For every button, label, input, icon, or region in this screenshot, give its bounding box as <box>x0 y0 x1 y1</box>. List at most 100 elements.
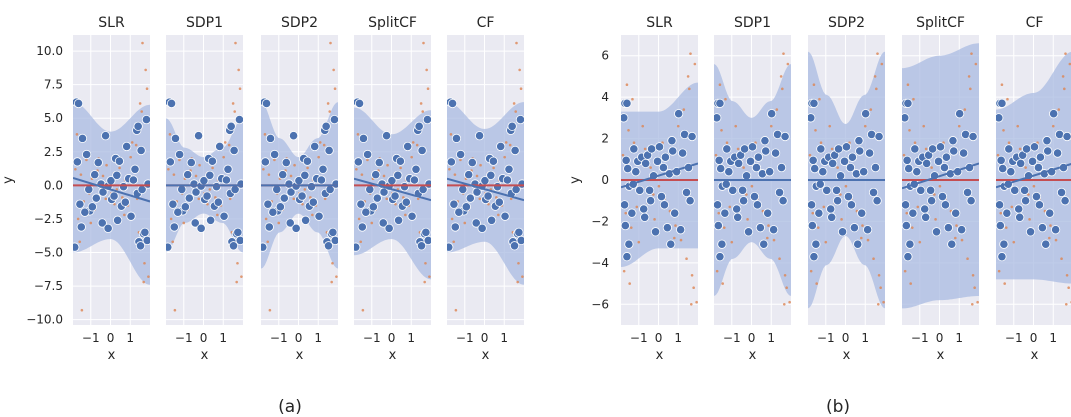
true-response-point <box>448 167 451 171</box>
observed-point <box>261 157 270 167</box>
true-response-point <box>309 196 312 199</box>
observed-point <box>937 191 948 202</box>
true-response-point <box>779 75 783 78</box>
observed-point <box>833 196 843 206</box>
observed-point <box>716 164 726 174</box>
y-tick-label: 6 <box>601 49 609 63</box>
observed-point <box>447 98 458 109</box>
observed-point <box>866 129 877 140</box>
facet-cf: CF −1 0 1x <box>996 15 1071 363</box>
observed-point <box>968 131 978 142</box>
true-response-point <box>692 286 695 290</box>
observed-point <box>1045 208 1055 218</box>
true-response-point <box>459 158 462 162</box>
observed-point <box>621 113 629 123</box>
observed-point <box>949 146 959 156</box>
observed-point <box>173 207 183 217</box>
observed-point <box>399 182 410 192</box>
true-response-point <box>142 280 145 284</box>
observed-point <box>870 162 881 173</box>
observed-point <box>450 222 460 232</box>
true-response-point <box>769 124 773 128</box>
true-response-point <box>1032 184 1036 188</box>
observed-point <box>654 142 665 152</box>
true-response-point <box>173 308 177 312</box>
y-tick-label: 2.5 <box>44 145 63 159</box>
true-response-point <box>1002 128 1005 132</box>
true-response-point <box>745 193 748 196</box>
observed-point <box>855 146 865 156</box>
observed-point <box>221 175 232 185</box>
true-response-point <box>330 280 333 284</box>
observed-point <box>77 133 88 143</box>
observed-point <box>461 202 471 212</box>
observed-point <box>1016 158 1026 169</box>
observed-point <box>677 148 688 158</box>
true-response-point <box>903 269 907 273</box>
observed-point <box>316 175 327 185</box>
true-response-point <box>718 83 722 87</box>
observed-point <box>73 242 80 252</box>
observed-point <box>170 133 181 143</box>
facet-sdp2: SDP2 −1 0 1x <box>808 15 885 363</box>
observed-point <box>270 149 280 160</box>
observed-point <box>639 204 649 214</box>
observed-point <box>486 170 496 180</box>
observed-point <box>715 252 725 262</box>
observed-point <box>211 182 222 192</box>
observed-point <box>73 157 82 167</box>
observed-point <box>1021 196 1031 206</box>
observed-point <box>471 218 481 228</box>
true-response-point <box>211 166 214 170</box>
observed-point <box>1034 200 1045 210</box>
observed-point <box>275 202 285 212</box>
observed-point <box>310 141 320 152</box>
true-response-point <box>641 124 645 128</box>
observed-point <box>1022 144 1032 154</box>
true-response-point <box>819 141 823 145</box>
observed-point <box>447 242 454 252</box>
observed-point <box>839 156 850 166</box>
true-response-point <box>830 147 834 151</box>
observed-point <box>996 155 1006 165</box>
observed-point <box>941 152 952 162</box>
true-response-point <box>115 188 119 191</box>
true-response-point <box>621 153 625 157</box>
true-response-point <box>873 75 877 78</box>
x-axis-label: x <box>1031 348 1039 363</box>
observed-point <box>903 98 913 108</box>
observed-point <box>264 222 274 232</box>
observed-point <box>679 129 690 140</box>
observed-point <box>301 215 311 225</box>
observed-point <box>822 185 832 195</box>
true-response-point <box>504 141 508 144</box>
observed-point <box>363 149 373 160</box>
observed-point <box>447 157 456 167</box>
observed-point <box>1056 187 1067 198</box>
observed-point <box>1033 162 1044 173</box>
observed-point <box>854 136 864 146</box>
observed-point <box>861 109 871 119</box>
observed-point <box>80 207 90 217</box>
observed-point <box>741 171 752 181</box>
true-response-point <box>652 193 655 196</box>
true-response-point <box>690 273 694 277</box>
true-response-point <box>323 197 327 201</box>
true-response-point <box>814 128 817 132</box>
true-response-point <box>785 286 788 290</box>
true-response-point <box>728 205 732 209</box>
true-response-point <box>629 226 633 229</box>
x-tick-label: 0 <box>655 331 663 345</box>
observed-point <box>207 156 217 166</box>
x-tick-label: 1 <box>500 331 508 345</box>
true-response-point <box>329 41 332 45</box>
observed-point <box>714 200 723 210</box>
observed-point <box>904 164 914 174</box>
observed-point <box>759 239 769 249</box>
true-response-point <box>734 124 738 128</box>
observed-point <box>1029 142 1040 152</box>
observed-point <box>826 204 836 214</box>
observed-point <box>268 207 278 217</box>
observed-point <box>958 148 969 158</box>
observed-point <box>374 157 384 168</box>
